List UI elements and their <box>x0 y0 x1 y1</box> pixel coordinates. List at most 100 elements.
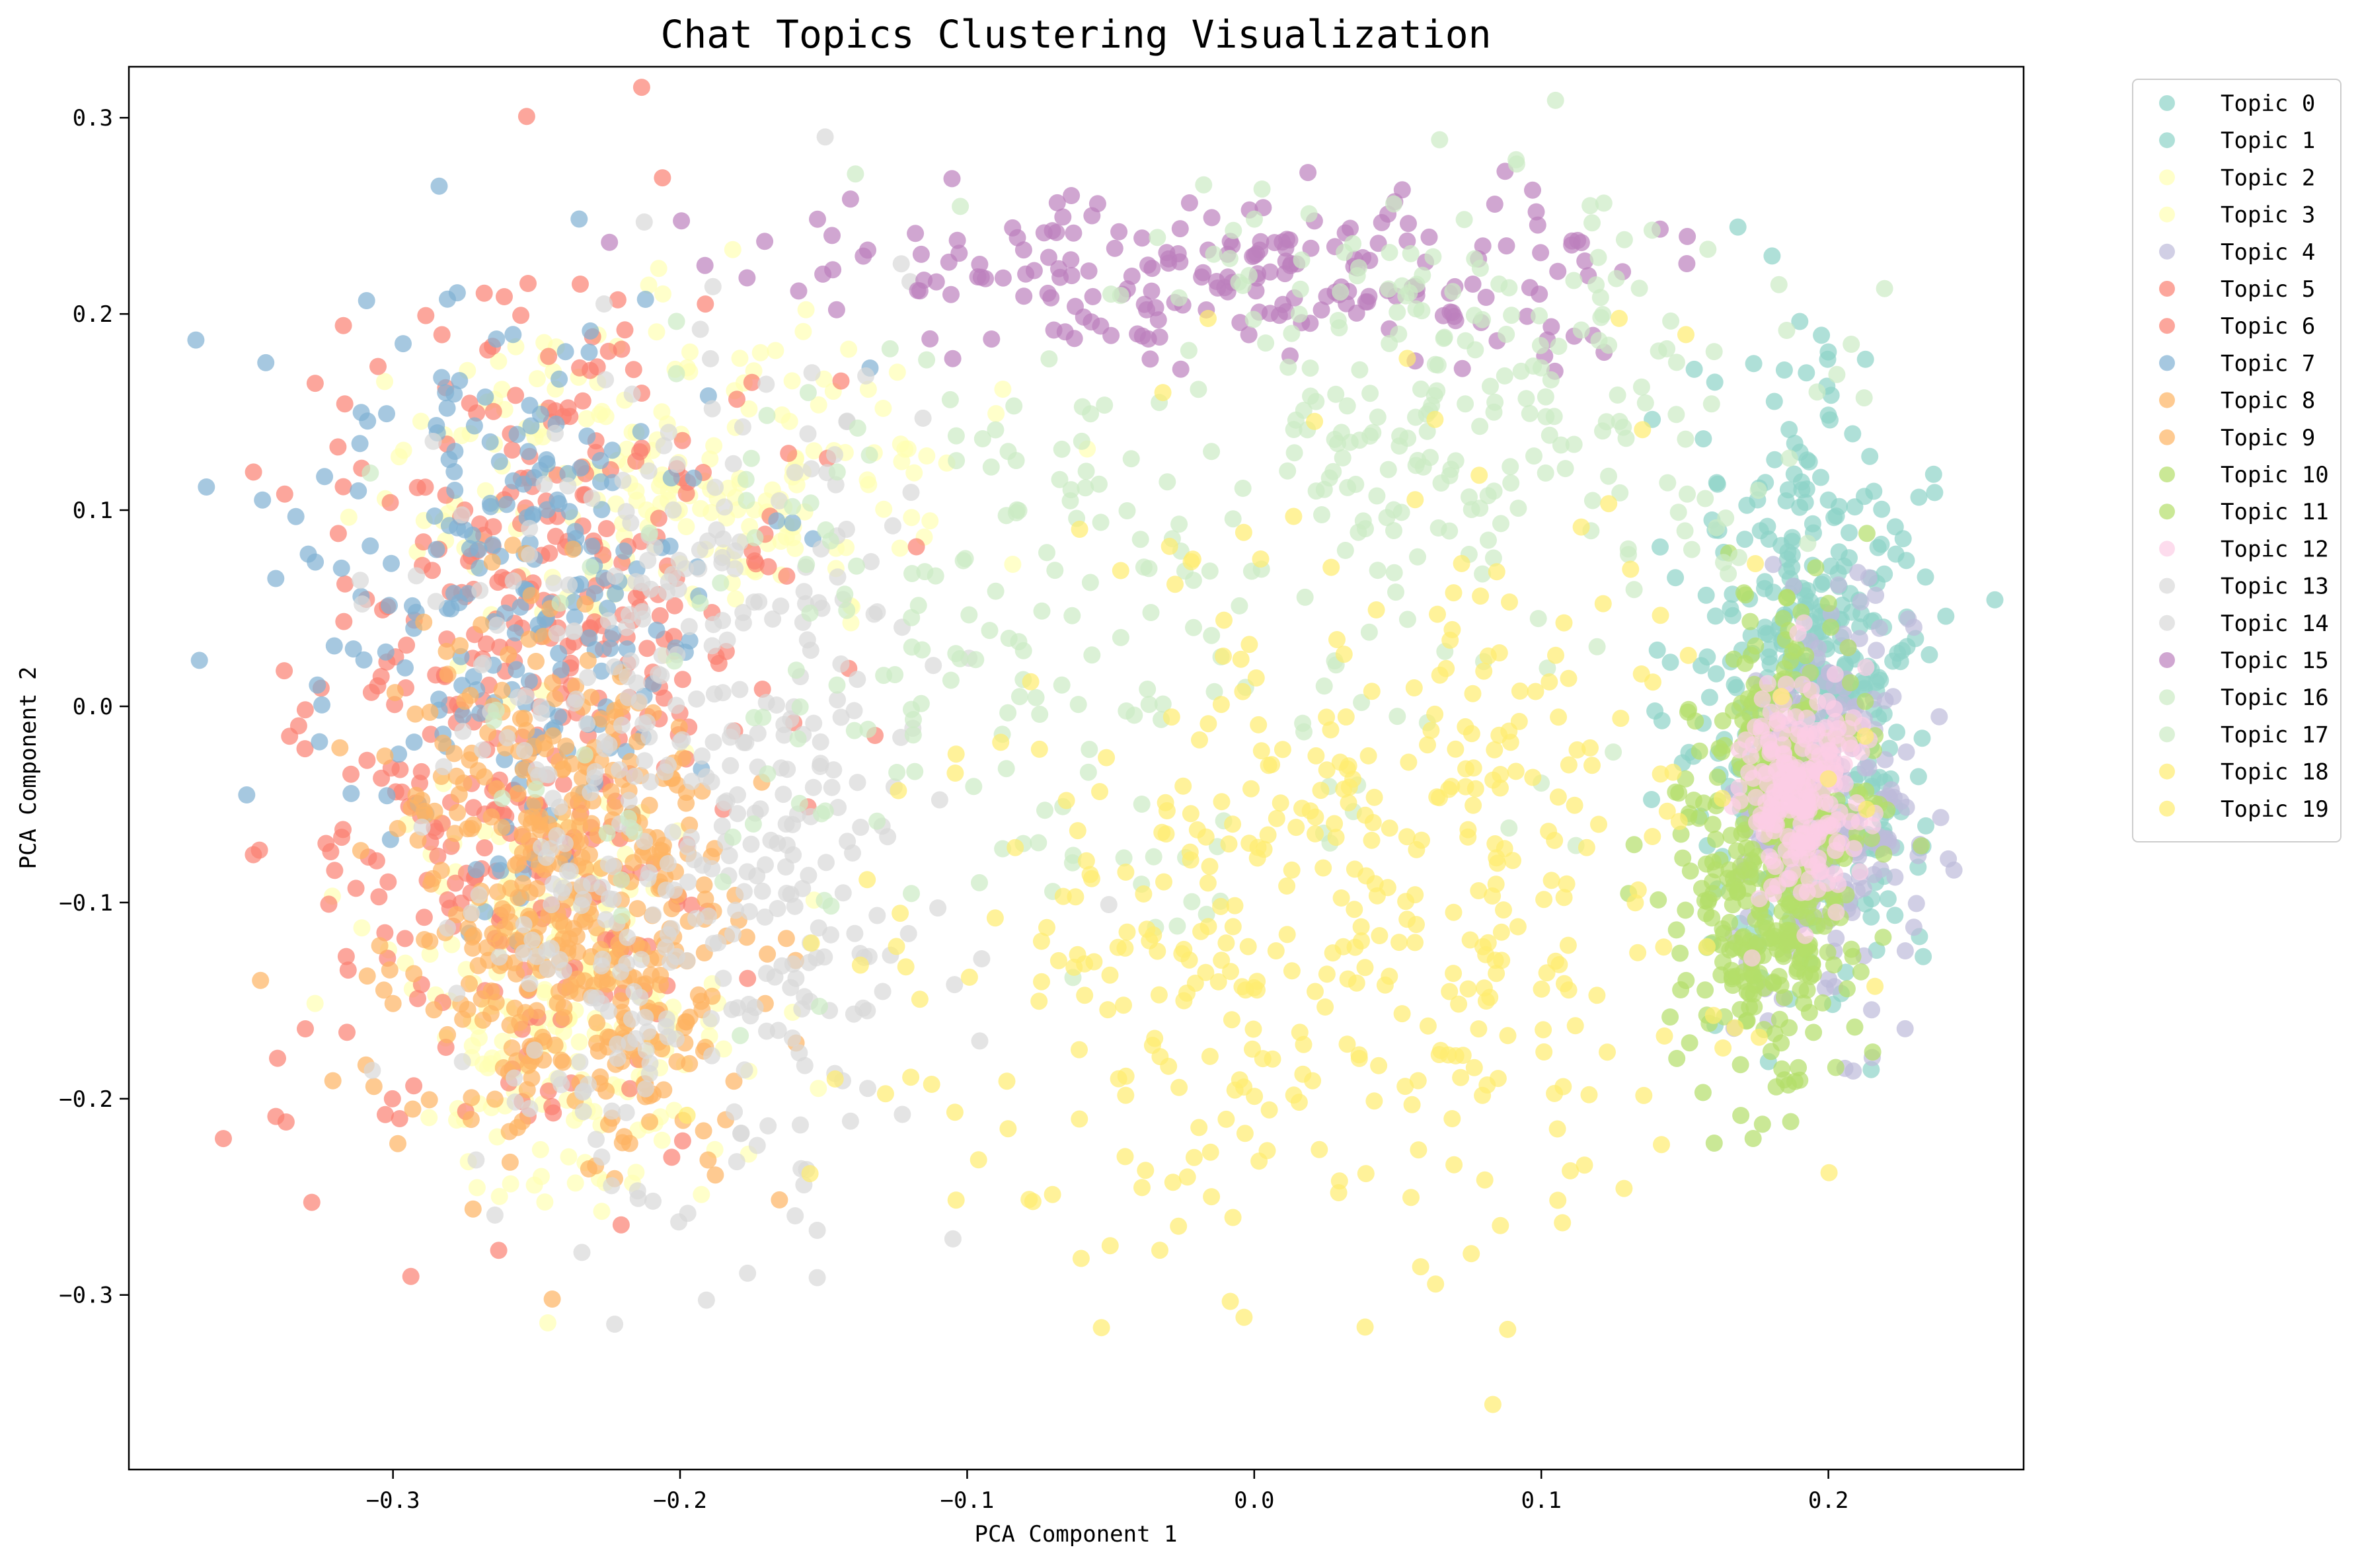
data-point <box>904 726 922 744</box>
data-point <box>603 441 621 459</box>
data-point <box>1486 196 1504 213</box>
data-point <box>660 573 677 591</box>
data-point <box>693 747 711 765</box>
legend-marker <box>2159 355 2175 371</box>
data-point <box>644 906 662 924</box>
data-point <box>1371 927 1389 944</box>
data-point <box>1450 995 1468 1013</box>
data-point <box>1537 464 1554 482</box>
data-point <box>1140 560 1158 578</box>
data-point <box>552 661 570 679</box>
data-point <box>705 437 723 455</box>
data-point <box>1369 562 1387 579</box>
data-point <box>1406 491 1424 509</box>
data-point <box>1542 318 1560 336</box>
data-point <box>740 903 758 920</box>
data-point <box>378 405 395 423</box>
data-point <box>1765 973 1782 991</box>
series-topic-15 <box>601 163 1696 380</box>
data-point <box>685 851 703 868</box>
data-point <box>1677 971 1695 989</box>
data-point <box>848 557 865 575</box>
data-point <box>451 372 469 389</box>
data-point <box>1071 521 1088 538</box>
data-point <box>677 560 695 578</box>
data-point <box>296 701 314 719</box>
data-point <box>1030 740 1048 758</box>
data-point <box>578 410 595 428</box>
data-point <box>824 261 842 279</box>
data-point <box>667 365 685 383</box>
data-point <box>381 494 399 511</box>
data-point <box>412 412 430 430</box>
data-point <box>555 1009 573 1027</box>
data-point <box>507 387 525 404</box>
data-point <box>987 582 1005 600</box>
legend-label: Topic 11 <box>2221 499 2329 525</box>
data-point <box>805 714 823 732</box>
data-point <box>1485 482 1503 500</box>
data-point <box>1576 1156 1593 1174</box>
data-point <box>525 1041 543 1059</box>
data-point <box>1435 330 1453 348</box>
data-point <box>1363 831 1381 849</box>
data-point <box>468 1179 486 1197</box>
data-point <box>681 343 699 361</box>
data-point <box>1822 557 1840 575</box>
data-point <box>1807 559 1825 577</box>
data-point <box>666 597 683 615</box>
data-point <box>1696 490 1714 507</box>
data-point <box>801 1165 819 1183</box>
data-point <box>1822 618 1840 636</box>
data-point <box>786 1207 804 1224</box>
data-point <box>1014 642 1032 659</box>
data-point <box>600 736 618 754</box>
data-point <box>517 108 535 126</box>
data-point <box>1836 775 1854 793</box>
data-point <box>544 790 562 807</box>
data-point <box>758 1022 775 1040</box>
data-point <box>583 815 601 833</box>
data-point <box>517 687 535 705</box>
data-point <box>1762 740 1780 758</box>
data-point <box>416 931 434 948</box>
data-point <box>1656 1027 1673 1045</box>
data-point <box>1780 421 1798 438</box>
data-point <box>506 624 524 642</box>
data-point <box>1930 708 1948 726</box>
data-point <box>640 728 658 746</box>
data-point <box>586 769 603 787</box>
data-point <box>780 445 798 463</box>
data-point <box>614 472 632 489</box>
data-point <box>1549 788 1567 806</box>
data-point <box>742 449 760 467</box>
data-point <box>753 681 771 698</box>
data-point <box>311 733 328 751</box>
data-point <box>352 572 369 589</box>
chart-title: Chat Topics Clustering Visualization <box>660 12 1491 57</box>
data-point <box>405 1077 423 1095</box>
data-point <box>1253 180 1271 198</box>
data-point <box>628 492 646 509</box>
data-point <box>874 983 892 1000</box>
data-point <box>771 492 788 509</box>
data-point <box>1311 1140 1328 1158</box>
data-point <box>1465 307 1483 324</box>
data-point <box>1866 977 1884 995</box>
data-point <box>1102 285 1120 303</box>
data-point <box>470 541 488 558</box>
data-point <box>593 950 611 968</box>
data-point <box>1225 221 1242 239</box>
data-point <box>1533 980 1550 998</box>
data-point <box>1891 653 1909 671</box>
data-point <box>469 957 487 975</box>
data-point <box>1926 484 1944 502</box>
data-point <box>1838 980 1856 998</box>
data-point <box>1453 554 1470 572</box>
data-point <box>673 1132 691 1150</box>
data-point <box>1563 232 1581 250</box>
data-point <box>484 402 502 420</box>
data-point <box>745 552 763 570</box>
data-point <box>424 562 441 579</box>
data-point <box>812 733 829 751</box>
